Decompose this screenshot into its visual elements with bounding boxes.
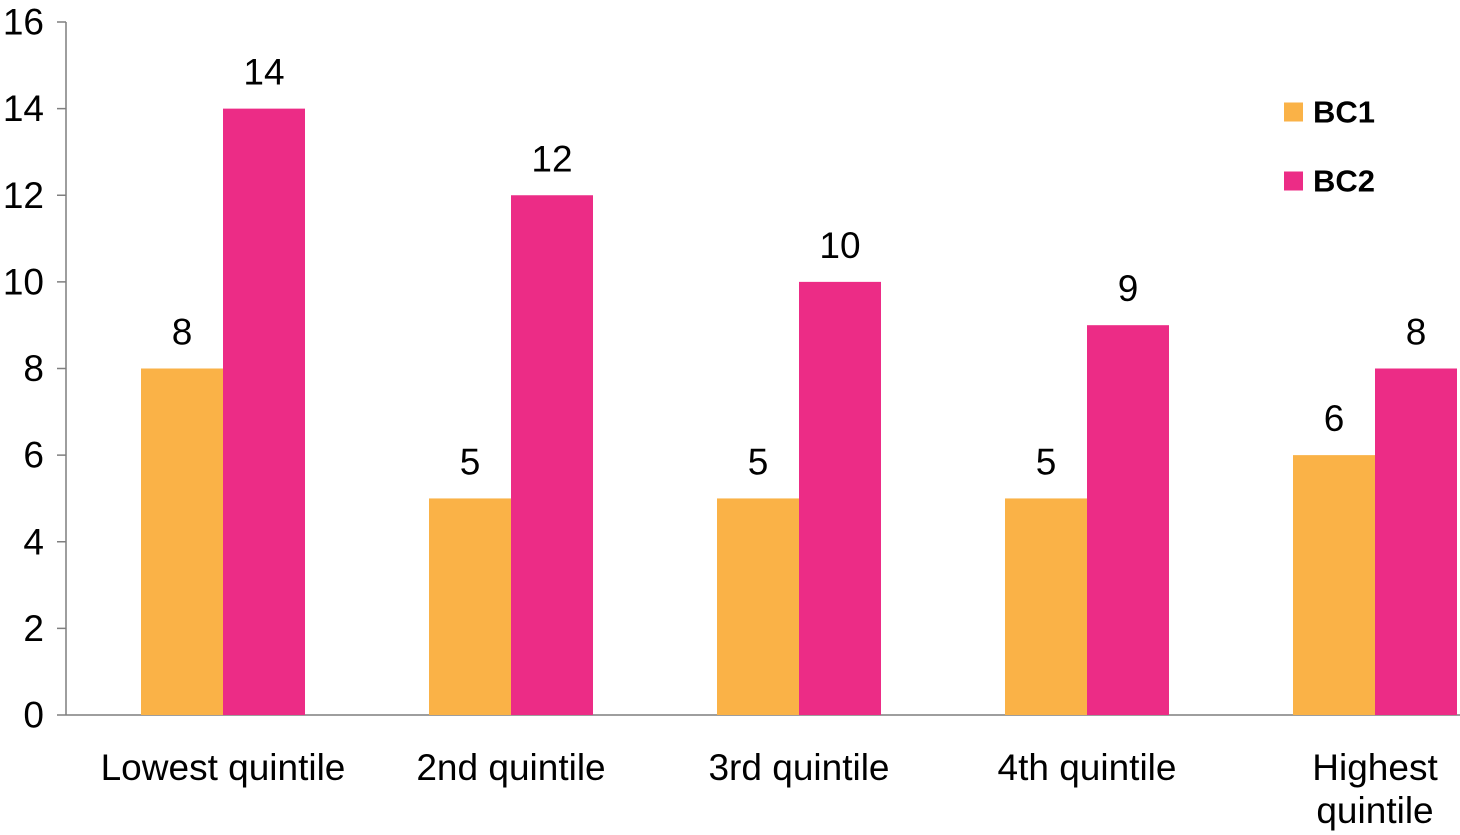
legend-swatch [1284,171,1303,191]
legend-swatch [1284,102,1303,122]
y-tick-label: 8 [23,348,44,389]
x-tick-label: 4th quintile [998,747,1177,788]
legend-label: BC1 [1313,95,1375,130]
data-label: 14 [243,52,284,93]
y-tick-label: 10 [3,261,44,302]
bar-bc1 [1005,498,1087,715]
data-label: 5 [460,441,481,482]
bar-bc1 [429,498,511,715]
bar-bc1 [141,368,223,715]
bar-bc1 [717,498,799,715]
bar-bc2 [1375,368,1457,715]
bar-bc1 [1293,455,1375,715]
data-label: 12 [531,138,572,179]
y-tick-label: 12 [3,175,44,216]
data-label: 10 [819,225,860,266]
data-label: 8 [1406,312,1427,353]
y-tick-label: 14 [3,88,44,129]
data-label: 5 [1036,441,1057,482]
x-tick-label: 3rd quintile [708,747,889,788]
data-label: 5 [748,441,769,482]
legend-label: BC2 [1313,164,1375,199]
y-tick-label: 0 [23,695,44,736]
data-label: 6 [1324,398,1345,439]
x-tick-label: Highest [1312,747,1438,788]
data-label: 8 [172,312,193,353]
data-label: 9 [1118,268,1139,309]
x-tick-label: Lowest quintile [101,747,346,788]
x-tick-label: quintile [1316,790,1433,831]
bar-bc2 [511,195,593,715]
bar-bc2 [799,281,881,715]
y-tick-label: 6 [23,435,44,476]
bar-bc2 [1087,325,1169,715]
x-tick-label: 2nd quintile [416,747,605,788]
bar-bc2 [223,108,305,715]
y-tick-label: 16 [3,2,44,43]
y-tick-label: 2 [23,608,44,649]
y-tick-label: 4 [23,521,44,562]
